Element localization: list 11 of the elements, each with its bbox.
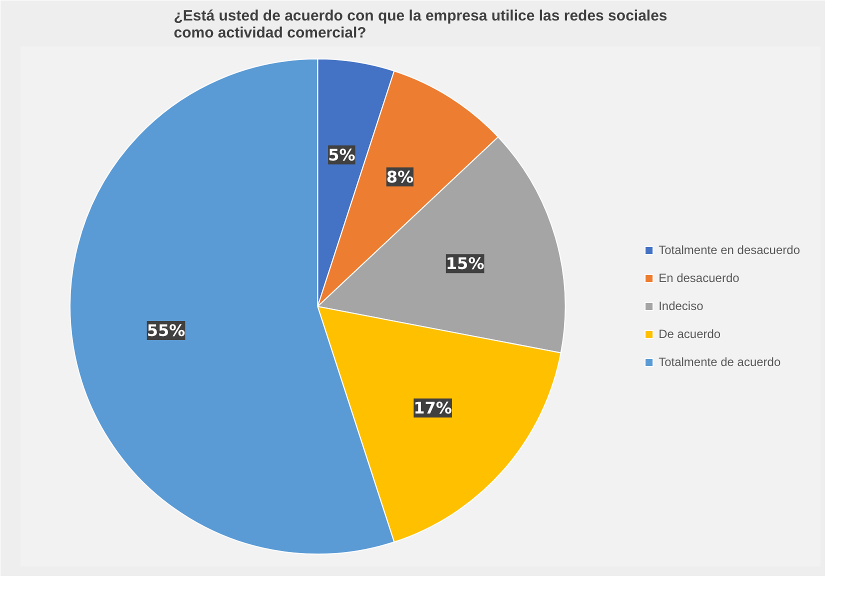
legend-label: De acuerdo xyxy=(658,327,721,341)
chart-title: ¿Está usted de acuerdo con que la empresa utilice las redes sociales como actividad comercial? xyxy=(174,8,668,42)
data-label: 5% xyxy=(328,145,356,164)
data-label: 15% xyxy=(446,254,484,274)
legend-label: Totalmente de acuerdo xyxy=(658,355,781,369)
data-label: 8% xyxy=(386,167,414,186)
legend-label: Indeciso xyxy=(658,299,704,313)
legend-label: Totalmente en desacuerdo xyxy=(658,243,800,257)
legend-label: En desacuerdo xyxy=(658,271,740,285)
data-label: 17% xyxy=(414,398,452,418)
data-label: 55% xyxy=(146,321,186,340)
